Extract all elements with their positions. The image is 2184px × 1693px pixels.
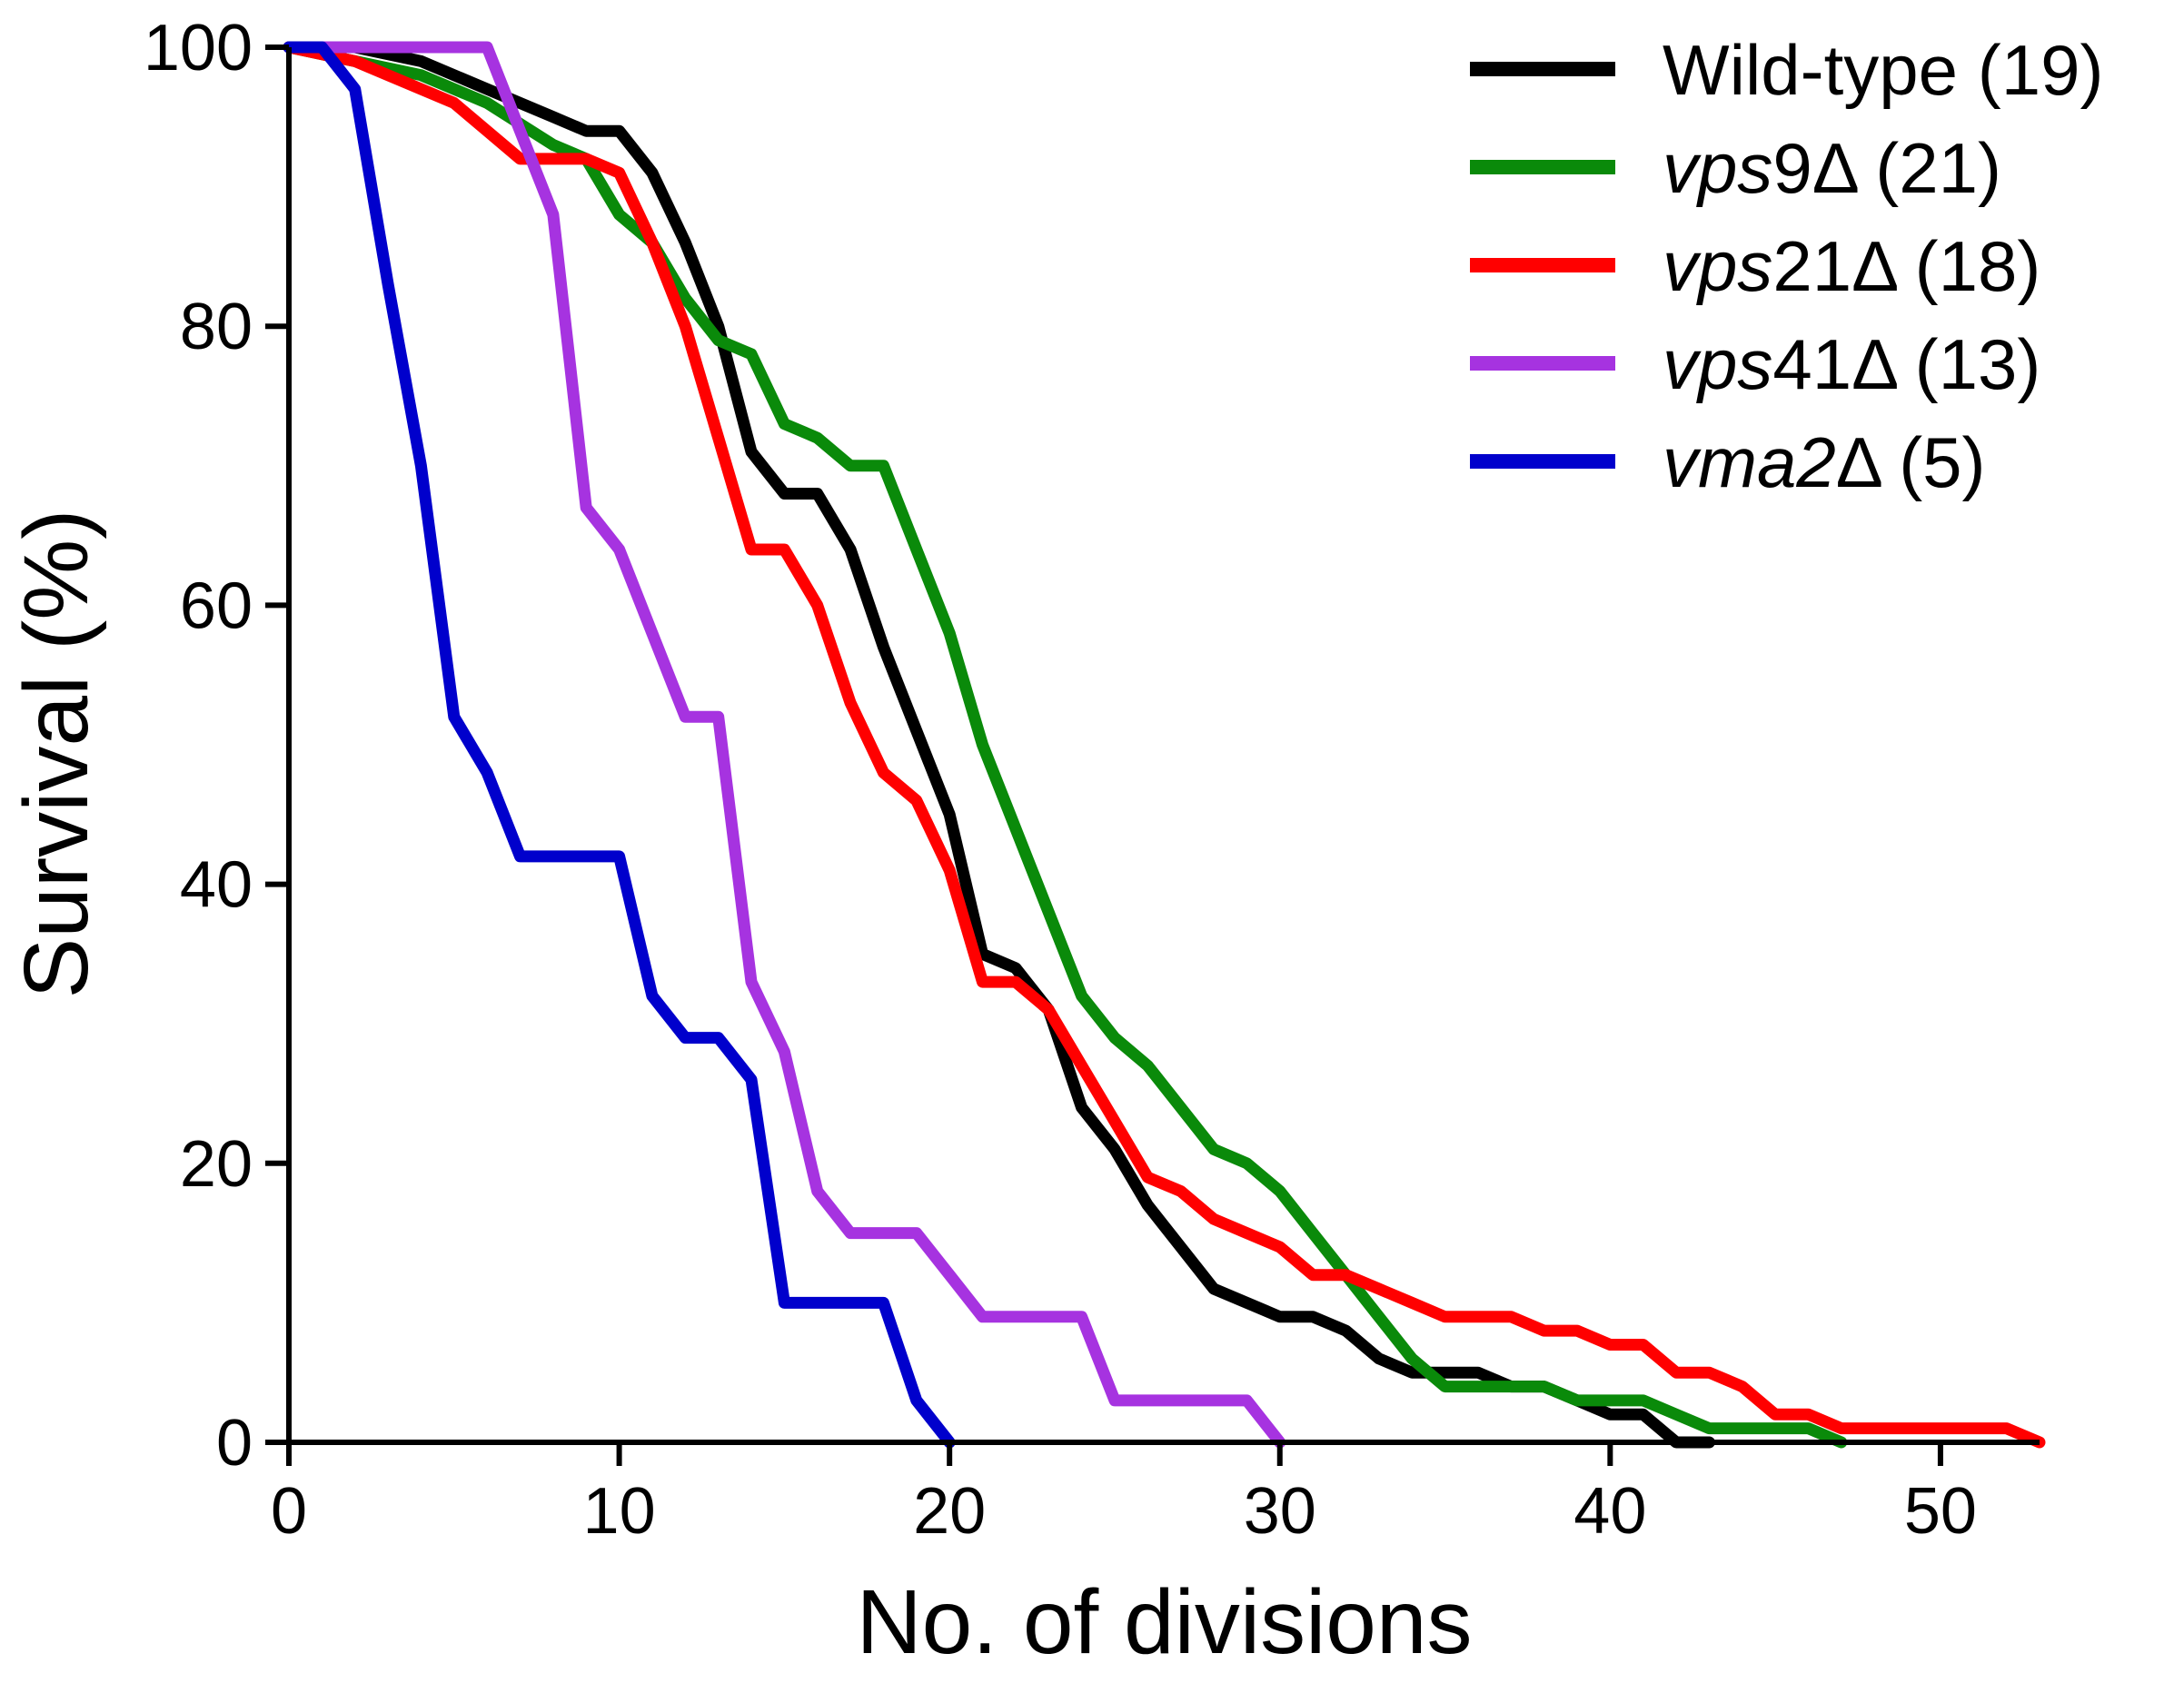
legend-label-rest: 21Δ (18) [1772, 226, 2040, 306]
legend-item-3: vps41Δ (13) [1470, 324, 2040, 404]
x-tick-label: 20 [913, 1475, 986, 1548]
y-tick-label: 80 [180, 291, 253, 363]
axes-layer [286, 47, 2040, 1445]
legend-item-0: Wild-type (19) [1470, 30, 2103, 110]
series-line-4 [283, 41, 956, 1449]
y-tick-label: 100 [144, 12, 253, 84]
x-tick-label: 50 [1904, 1475, 1977, 1548]
x-tick-label: 30 [1244, 1475, 1316, 1548]
y-tick-label: 20 [180, 1128, 253, 1201]
series-layer [283, 41, 2046, 1449]
series-line-0 [283, 41, 1715, 1449]
legend-item-2: vps21Δ (18) [1470, 226, 2040, 306]
y-tick-label: 40 [180, 849, 253, 922]
x-tick-label: 40 [1573, 1475, 1646, 1548]
y-tick-label: 0 [216, 1407, 253, 1480]
legend-label: vps41Δ (13) [1663, 324, 2040, 404]
legend-label-rest: 41Δ (13) [1772, 324, 2040, 404]
ticks-layer: 0 10 20 30 40 50 0 20 40 60 80 100 [144, 12, 1977, 1548]
series-line-2 [283, 41, 2046, 1449]
x-tick-label: 0 [271, 1475, 307, 1548]
legend-label-rest: Δ (5) [1836, 422, 1986, 502]
series-line-1 [283, 41, 1848, 1449]
legend-item-4: vma2Δ (5) [1470, 422, 1986, 502]
legend-label-rest: 9Δ (21) [1772, 128, 2001, 208]
x-axis-label: No. of divisions [856, 1571, 1472, 1673]
y-tick-label: 60 [180, 569, 253, 642]
legend-label-rest: Wild-type (19) [1663, 30, 2103, 110]
legend-item-1: vps9Δ (21) [1470, 128, 2001, 208]
legend: Wild-type (19)vps9Δ (21)vps21Δ (18)vps41… [1470, 30, 2103, 502]
series-line-3 [283, 41, 1286, 1449]
legend-label: vps21Δ (18) [1663, 226, 2040, 306]
legend-label: vma2Δ (5) [1663, 422, 1986, 502]
x-tick-label: 10 [583, 1475, 656, 1548]
legend-label: vps9Δ (21) [1663, 128, 2001, 208]
legend-label: Wild-type (19) [1663, 30, 2103, 110]
legend-label-italic: vma2 [1663, 422, 1836, 502]
y-axis-label: Survival (%) [5, 510, 107, 999]
legend-label-italic: vps [1663, 128, 1772, 208]
legend-label-italic: vps [1663, 226, 1772, 306]
legend-label-italic: vps [1663, 324, 1772, 404]
